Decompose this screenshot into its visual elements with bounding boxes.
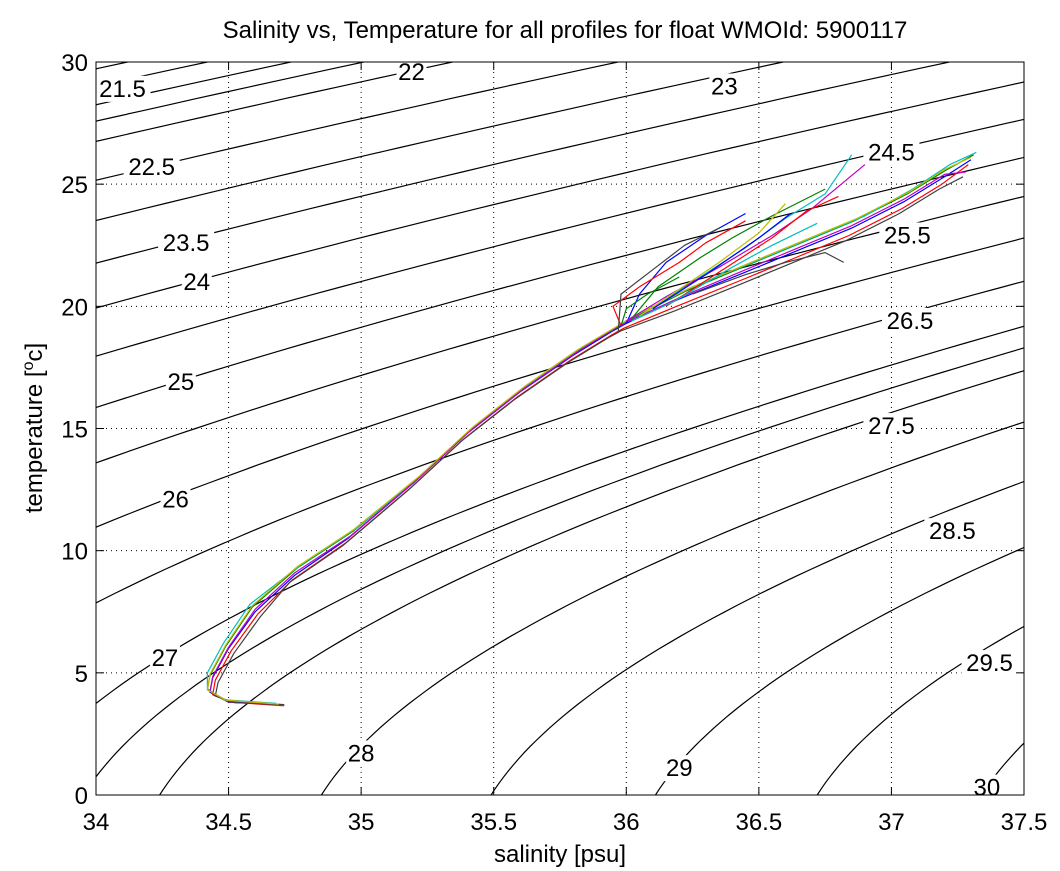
isopycnal-label: 27 [152,645,179,672]
isopycnal-line [96,347,1024,778]
isopycnal-label-bg [879,222,936,249]
profile-line [665,195,839,307]
profile-line [209,159,972,706]
profile-line [206,151,977,704]
profile-line [639,203,786,317]
isopycnal-label-bg [396,58,427,85]
profile-line [620,276,680,327]
isopycnal-labels: 21.5 22 23 22.5 24.5 23.5 25.5 24 26.5 25 27.5 26 28… [94,58,1018,802]
y-axis-label: temperature [oc] [20,343,48,513]
isopycnal-label-bg [123,154,180,181]
y-axis-ticks: 0 5 10 15 20 25 30 [61,50,1024,810]
isopycnal-label-bg [961,650,1018,677]
x-tick-label: 36 [613,809,640,836]
isopycnal-label-bg [160,486,191,513]
isopycnal-label-bg [664,755,695,782]
isopycnal-label: 24 [183,269,210,296]
profile-line [617,227,720,331]
grid-lines [96,62,1024,795]
profile-line [692,252,844,295]
isopycnal-label: 23 [711,73,738,100]
isopycnal-label-bg [863,139,920,166]
isopycnal-label: 28 [348,740,375,767]
y-tick-label: 15 [61,417,88,444]
y-axis-label-end: c] [21,343,48,362]
isopycnal-line [96,118,1024,357]
y-tick-label: 30 [61,50,88,77]
isopycnal-label: 26.5 [887,308,934,335]
x-tick-label: 36.5 [735,809,782,836]
y-axis-label-sup: o [20,361,37,370]
isopycnal-line [96,237,1024,528]
isopycnal-line [320,421,1024,795]
x-tick-label: 35 [348,809,375,836]
profile-line [206,156,972,705]
isopycnal-label-bg [149,645,180,672]
isopycnal-label: 21.5 [99,76,146,103]
isopycnal-line [159,370,1024,795]
isopycnal-label: 23.5 [163,230,210,257]
isopycnal-label-bg [165,369,196,396]
y-tick-label: 5 [75,661,88,688]
isopycnal-label: 22.5 [128,154,175,181]
isopycnal-label: 24.5 [868,139,915,166]
isopycnal-line [96,195,1024,464]
profile-line [214,176,964,706]
isopycnal-line [96,81,1024,309]
isopycnal-line [654,546,1024,795]
isopycnal-label: 22 [398,59,425,86]
isopycnal-line [96,156,1024,409]
y-tick-label: 10 [61,539,88,566]
x-tick-label: 35.5 [470,809,517,836]
x-axis-ticks: 34 34.5 35 35.5 36 36.5 37 37.5 [83,62,1048,836]
isopycnal-label: 25 [167,369,194,396]
profile-lines [206,151,977,707]
isopycnal-label-bg [971,774,1002,801]
isopycnal-line [816,625,1024,795]
profile-line [652,213,792,310]
isopycnal-label-bg [346,740,377,767]
isopycnal-label: 26 [162,486,189,513]
isopycnal-line [490,480,1024,795]
isopycnal-line [96,325,1024,705]
y-tick-label: 25 [61,172,88,199]
isopycnal-line [96,62,784,222]
isopycnal-label: 28.5 [929,518,976,545]
profile-line [625,164,866,322]
profile-line [631,188,826,319]
isopycnal-label-bg [709,73,740,100]
isopycnal-label-bg [181,268,212,295]
x-tick-label: 34.5 [205,809,252,836]
isopycnal-label-bg [94,75,151,102]
isopycnal-label: 29.5 [966,650,1013,677]
profile-line [612,220,746,327]
x-tick-label: 37 [878,809,905,836]
isopycnal-label: 29 [666,755,693,782]
y-tick-label: 20 [61,294,88,321]
x-tick-label: 34 [83,809,110,836]
isopycnal-label: 30 [974,775,1001,802]
profile-line [212,164,969,707]
isopycnal-lines [96,62,1024,795]
profile-line [631,222,818,322]
profile-line [209,171,966,706]
isopycnal-label-bg [158,229,215,256]
isopycnal-label-bg [863,413,920,440]
y-tick-label: 0 [75,783,88,810]
isopycnal-line [96,62,950,264]
x-tick-label: 37.5 [1001,809,1048,836]
isopycnal-label: 27.5 [868,413,915,440]
isopycnal-label-bg [924,518,981,545]
isopycnal-label-bg [881,307,938,334]
isopycnal-line [96,62,619,181]
x-axis-label: salinity [psu] [494,841,626,868]
chart-title: Salinity vs, Temperature for all profile… [223,17,908,44]
isopycnal-label: 25.5 [884,222,931,249]
isopycnal-line [96,280,1024,604]
y-axis-label-main: temperature [ [21,370,48,513]
